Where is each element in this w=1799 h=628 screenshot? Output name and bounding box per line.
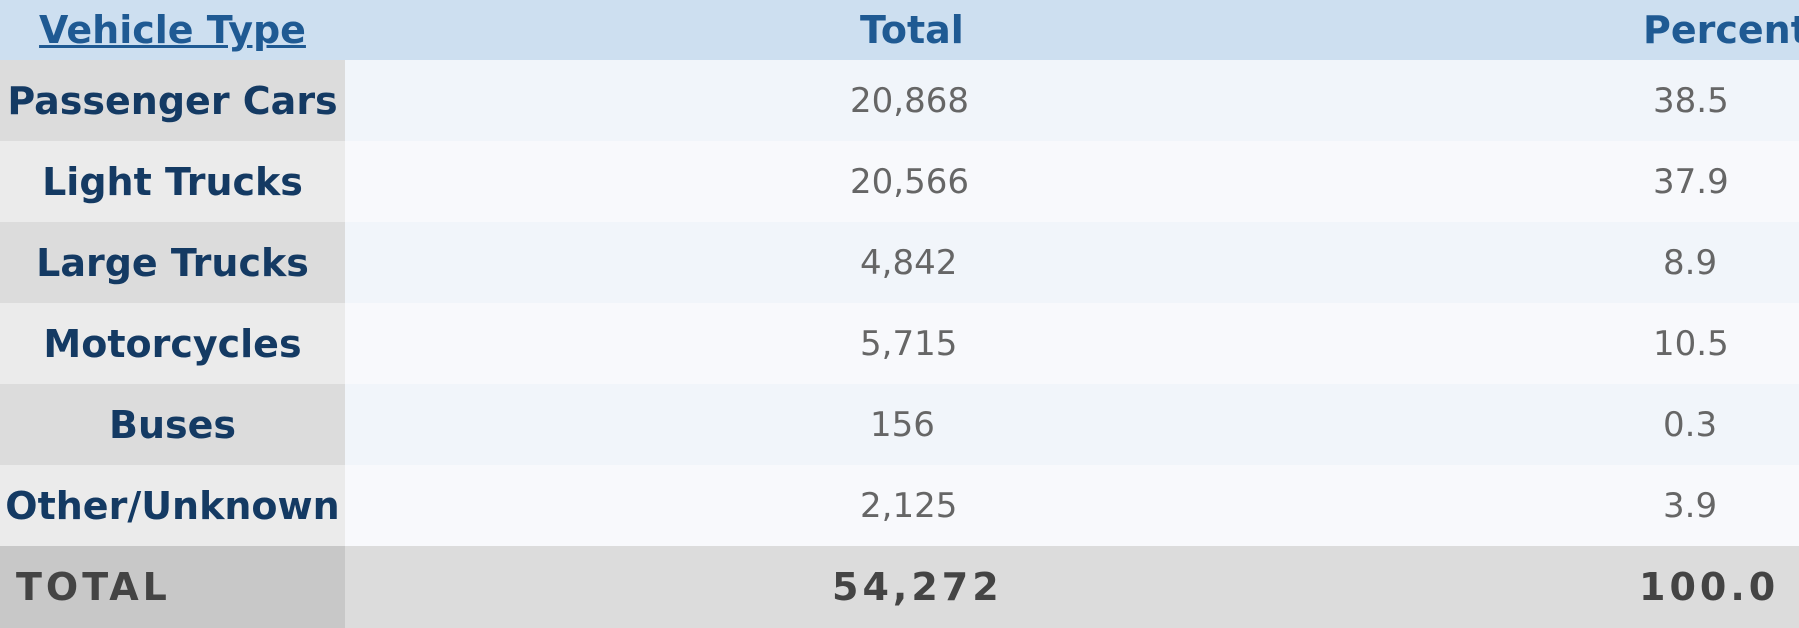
row-label: Light Trucks [0, 141, 345, 222]
header-percent-label: Percent [1643, 8, 1799, 52]
row-percent: 0.3 [1475, 384, 1799, 465]
row-total: 20,566 [345, 141, 1475, 222]
row-total: 5,715 [345, 303, 1475, 384]
row-label: Buses [0, 384, 345, 465]
row-label: Motorcycles [0, 303, 345, 384]
header-vehicle-type-label[interactable]: Vehicle Type [39, 8, 306, 52]
header-total-label: Total [860, 8, 964, 52]
row-label: Other/Unknown [0, 465, 345, 546]
header-vehicle-type[interactable]: Vehicle Type [0, 0, 345, 60]
row-percent: 37.9 [1475, 141, 1799, 222]
row-percent: 8.9 [1475, 222, 1799, 303]
total-percent: 100.0 [1475, 546, 1799, 628]
row-total: 2,125 [345, 465, 1475, 546]
row-total: 156 [345, 384, 1475, 465]
row-percent: 3.9 [1475, 465, 1799, 546]
total-value: 54,272 [345, 546, 1475, 628]
total-label: TOTAL [0, 546, 345, 628]
header-total: Total [345, 0, 1475, 60]
header-percent: Percent [1475, 0, 1799, 60]
row-total: 20,868 [345, 60, 1475, 141]
row-percent: 10.5 [1475, 303, 1799, 384]
row-label: Passenger Cars [0, 60, 345, 141]
row-total: 4,842 [345, 222, 1475, 303]
row-percent: 38.5 [1475, 60, 1799, 141]
row-label: Large Trucks [0, 222, 345, 303]
